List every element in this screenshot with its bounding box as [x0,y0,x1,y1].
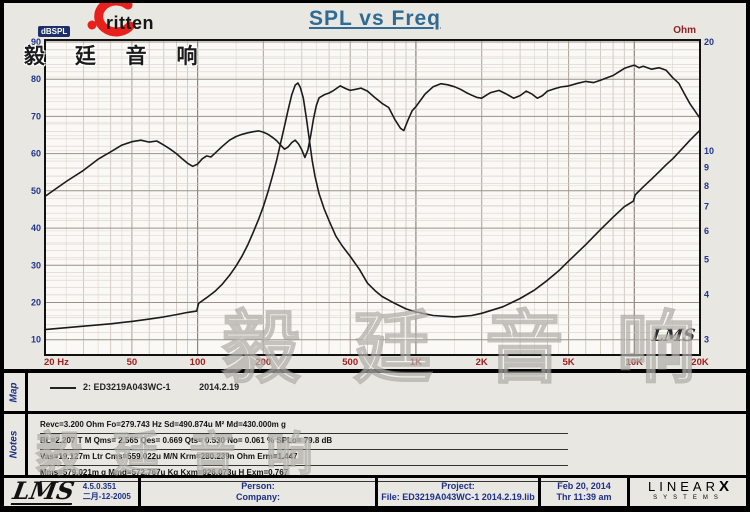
svg-text:4: 4 [704,290,709,300]
map-label-text: Map [8,382,20,402]
ts-parameters-line-1: Revc=3.200 Ohm Fo=279.743 Hz Sd=490.874u… [40,418,568,434]
dbspl-axis-label: dBSPL [38,26,71,37]
legend-line-swatch [50,386,76,389]
svg-text:50: 50 [31,186,41,196]
legend-index: 2: [83,382,92,392]
lms-logo: LMS [10,476,77,505]
company-label: Company: [235,492,280,502]
ts-parameters-line-3: Vas=19.127m Ltr Cms=559.022u M/N Krm=280… [40,450,568,466]
notes-section: Notes Revc=3.200 Ohm Fo=279.743 Hz Sd=49… [3,414,747,482]
svg-text:60: 60 [31,149,41,159]
svg-text:7: 7 [704,202,709,212]
map-section: Map 2: ED3219A043WC-1 2014.2.19 [3,373,747,411]
svg-text:20: 20 [31,298,41,308]
spl-vs-freq-chart-canvas: 90 80 70 60 50 40 30 20 10 20 10 9 8 7 6 5 4 3 Ohm 20 Hz 50 1… [31,25,714,368]
svg-text:10K: 10K [626,357,644,368]
svg-text:2K: 2K [476,357,488,368]
legend-curve-name: ED3219A043WC-1 [93,382,171,392]
svg-text:Ohm: Ohm [673,25,696,36]
date-time-cell: Feb 20, 2014 Thr 11:39 am [541,478,630,506]
svg-text:80: 80 [31,74,41,84]
svg-text:500: 500 [342,357,358,368]
svg-text:20K: 20K [691,357,709,368]
ts-parameters-line-2: BL=2.207 T M Qms= 2.565 Qes= 0.669 Qts= … [40,434,568,450]
linearx-systems-text: SYSTEMS [653,494,724,501]
status-bar: LMS 4.5.0.351 二月-12-2005 Person: Company… [3,476,747,506]
page-title: SPL vs Freq [309,7,441,30]
svg-text:100: 100 [190,357,206,368]
svg-text:8: 8 [704,181,709,191]
lms-version-date: 二月-12-2005 [82,492,131,501]
lms-version-cell: LMS 4.5.0.351 二月-12-2005 [3,476,141,506]
svg-text:90: 90 [31,37,41,47]
lms-plot-watermark: LMS [650,326,697,346]
divider-map-notes [0,411,750,414]
ts-parameters-line-4: Mms=579.021m g Mmd=572.767u Kg Kxm=926.0… [40,466,568,482]
svg-text:9: 9 [704,162,709,172]
linearx-logo: LINEARX [648,477,729,495]
svg-text:70: 70 [31,111,41,121]
svg-text:6: 6 [704,226,709,236]
lms-version-number: 4.5.0.351 [82,482,117,491]
notes-content: Revc=3.200 Ohm Fo=279.743 Hz Sd=490.874u… [28,414,747,482]
project-label: Project: [441,481,475,491]
linearx-text: LINEAR [648,478,719,494]
svg-text:5: 5 [704,255,709,265]
svg-text:50: 50 [127,357,138,368]
linearx-x: X [718,477,729,495]
svg-text:3: 3 [704,335,709,345]
svg-text:5K: 5K [563,357,575,368]
legend-curve-date: 2014.2.19 [199,382,240,392]
svg-text:200: 200 [255,357,271,368]
notes-section-label: Notes [3,414,28,475]
brand-logo-text: ritten [106,13,154,33]
svg-text:1K: 1K [410,357,422,368]
brand-logo: ritten 毅 廷 音 响 [24,0,292,74]
map-section-label: Map [3,373,28,411]
linearx-logo-cell: LINEARX SYSTEMS [630,478,747,506]
svg-text:10: 10 [704,146,714,156]
svg-text:30: 30 [31,260,41,270]
brand-logo-chinese: 毅 廷 音 响 [24,45,210,68]
svg-text:20: 20 [704,37,714,47]
curve-legend: 2: ED3219A043WC-1 2014.2.19 [50,382,239,392]
report-date: Feb 20, 2014 [557,481,611,491]
file-name: File: ED3219A043WC-1 2014.2.19.lib [381,492,535,502]
divider-notes-statusbar [0,475,750,478]
svg-text:20 Hz: 20 Hz [44,357,69,368]
project-file-cell: Project: File: ED3219A043WC-1 2014.2.19.… [378,478,541,506]
svg-text:40: 40 [31,223,41,233]
divider-chart-map [0,369,750,373]
person-company-cell: Person: Company: [141,478,378,506]
map-content: 2: ED3219A043WC-1 2014.2.19 [28,373,747,411]
report-time: Thr 11:39 am [556,492,612,502]
svg-text:10: 10 [31,335,41,345]
notes-label-text: Notes [8,430,20,459]
lms-version-block: 4.5.0.351 二月-12-2005 [83,482,131,502]
person-label: Person: [241,481,275,491]
